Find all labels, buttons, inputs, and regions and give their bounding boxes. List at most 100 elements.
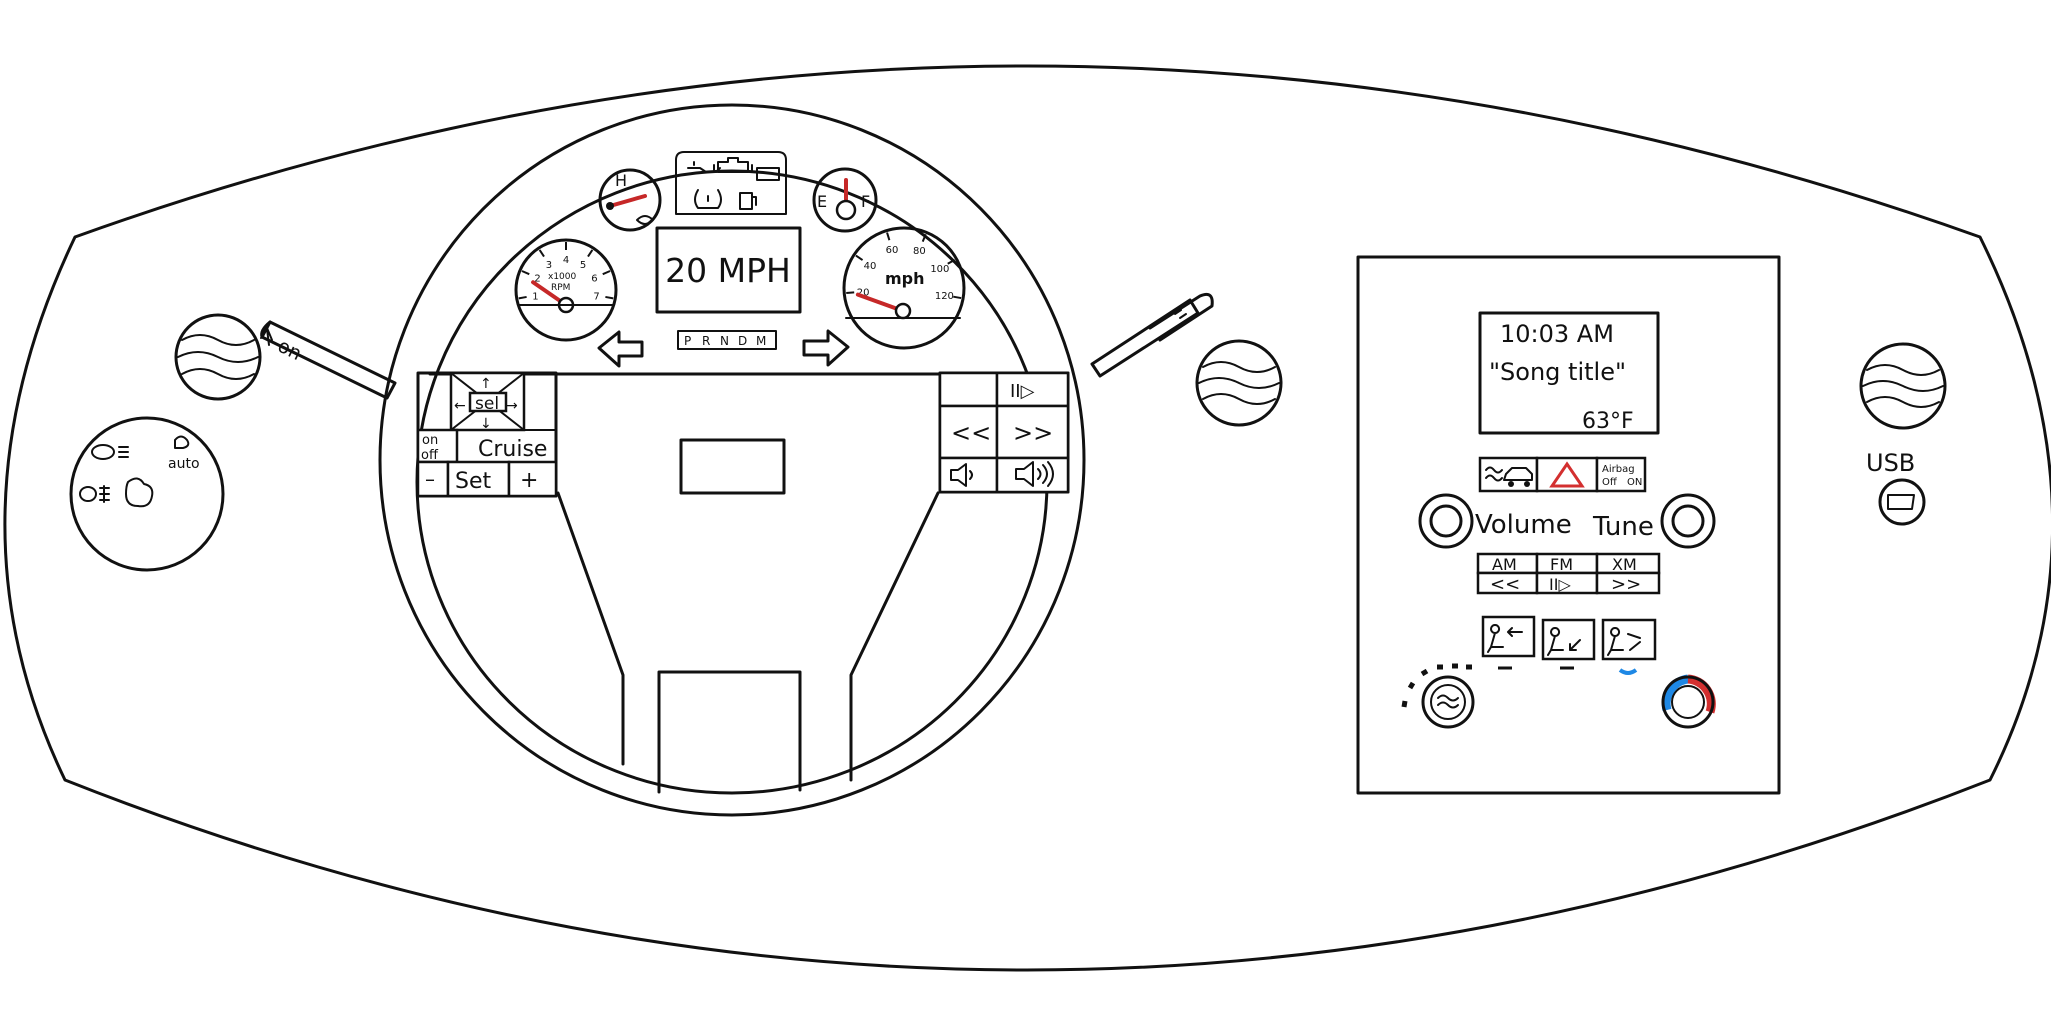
volume-label: Volume [1475,510,1572,540]
play-pause-label: II▷ [1010,381,1035,402]
steering-prev-button[interactable]: << [938,404,999,460]
warning-lights-panel [675,151,787,215]
wiper-ring-icon [1174,309,1187,319]
center-air-vent[interactable] [1195,339,1283,427]
airflow-face-button[interactable] [1481,615,1536,658]
fuel-full-label: F [861,192,870,211]
fuel-icon [739,192,757,210]
radio-display: 10:03 AM "Song title" 63°F [1478,311,1660,435]
speedo-unit: mph [885,269,925,288]
steering-left-controls: sel ↑ ↓ ← → on off Cruise – Set + [416,371,558,498]
xm-button[interactable]: XM [1595,552,1661,575]
dashboard-outline [3,64,2051,972]
speedo-tick-label: 100 [930,264,949,275]
phone-button[interactable] [938,371,999,408]
center-stack [1356,255,1781,795]
cruise-plus-button[interactable]: + [507,460,558,498]
airbag-indicator: Airbag Off ON [1595,456,1647,493]
temperature-heat-arc [1687,674,1716,714]
arrow-up-icon [260,327,273,346]
tach-tick-label: 2 [534,274,540,285]
wiper-stalk[interactable] [1090,292,1214,378]
traction-control-button[interactable] [1478,456,1539,493]
lights-knob[interactable]: auto [69,416,225,572]
am-button[interactable]: AM [1476,552,1539,575]
speedometer: 20 40 60 80 100 120 mph [842,226,966,350]
speaker-low-icon [950,463,973,487]
hazard-button[interactable] [1535,456,1599,493]
light-off-icon [125,477,154,508]
radio-band-buttons: AM FM XM << II▷ >> [1476,552,1661,595]
turn-signal-stalk[interactable]: on [260,320,397,400]
radio-play-pause-label: II▷ [1549,575,1571,594]
airflow-face-feet-button[interactable] [1601,618,1657,661]
airbag-on-label: ON [1627,477,1642,488]
right-air-vent[interactable] [1859,342,1947,430]
tach-tick [518,295,527,300]
speedo-tick [947,259,956,265]
gear-p: P [684,334,691,348]
arrow-down-icon: ↓ [480,416,492,432]
tach-tick [605,295,614,300]
select-dpad[interactable]: sel ↑ ↓ ← → [449,371,526,432]
song-title: "Song title" [1489,358,1626,386]
speedo-tick [886,232,891,241]
tach-tick [538,249,545,258]
fuel-empty-label: E [817,192,827,211]
arrow-right-icon: → [506,398,518,414]
tach-tick-label: 1 [532,291,538,302]
left-air-vent[interactable] [174,313,262,401]
clock-readout: 10:03 AM [1500,320,1614,348]
airflow-feet-button[interactable] [1541,618,1596,661]
fan-icon [1437,694,1459,709]
minus-label: – [425,467,435,491]
tach-tick-label: 6 [591,274,597,285]
steering-spokes [556,491,940,794]
steering-right-controls: II▷ << >> [938,371,1070,494]
volume-knob[interactable] [1418,493,1474,549]
fan-speed-knob[interactable] [1401,663,1475,729]
arrow-left-icon: ← [454,398,466,414]
fm-button[interactable]: FM [1535,552,1599,575]
engine-icon [713,157,753,173]
cruise-off-label: off [421,448,439,463]
tach-tick [587,249,594,258]
seat-face-feet-icon [1607,627,1641,656]
tach-unit-bottom: RPM [551,283,570,293]
cruise-minus-button[interactable]: – [416,460,450,498]
radio-next-button[interactable]: >> [1595,571,1661,595]
temp-needle [608,194,647,208]
radio-play-pause-button[interactable]: II▷ [1535,571,1599,595]
cruise-onoff-button[interactable]: on off [416,428,459,464]
steering-play-pause-button[interactable]: II▷ [995,371,1070,408]
airflow-face-feet-indicator [1618,668,1638,675]
speed-readout: 20 MPH [665,251,791,290]
hazard-icon [1549,461,1585,488]
speedo-tick-label: 20 [857,288,870,299]
temperature-knob[interactable] [1661,674,1716,729]
steering-volume-down-button[interactable] [938,456,999,494]
cruise-set-button[interactable]: Set [446,460,511,498]
xm-label: XM [1612,555,1637,574]
steering-next-button[interactable]: >> [995,404,1070,460]
steering-volume-up-button[interactable] [995,456,1070,494]
coolant-icon [636,215,654,225]
speaker-high-icon [1015,461,1054,487]
gear-d: D [738,334,747,348]
tune-knob[interactable] [1660,493,1716,549]
usb-port[interactable]: USB [1866,449,1926,526]
speedo-tick-label: 60 [886,245,899,256]
horn-pad[interactable] [679,438,786,495]
radio-prev-button[interactable]: << [1476,571,1539,595]
tach-unit-top: x1000 [548,272,577,282]
radio-prev-label: << [1490,574,1520,595]
fan-level-marks [1401,663,1472,708]
gear-r: R [702,334,710,348]
battery-icon [756,167,780,181]
gear-m: M [756,334,766,348]
radio-top-buttons: Airbag Off ON [1478,456,1647,493]
cruise-on-label: on [422,433,438,448]
speedo-tick-label: 80 [913,246,926,257]
seat-face-icon [1487,624,1523,653]
